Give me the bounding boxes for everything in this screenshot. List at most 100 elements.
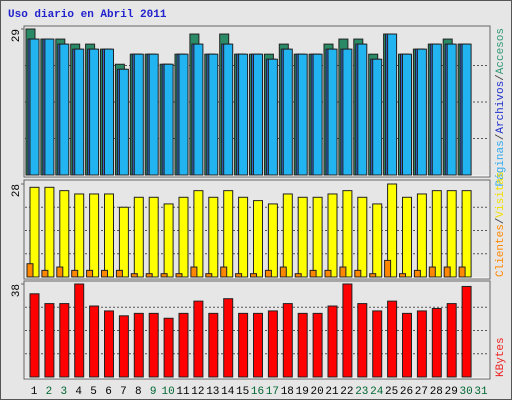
bar — [178, 312, 189, 378]
bar — [133, 53, 144, 176]
legend-entry: KBytes — [495, 337, 507, 377]
bar — [431, 307, 442, 378]
legend-separator: / — [495, 74, 507, 81]
y-tick-label: 29 — [11, 29, 23, 42]
x-tick-label: 18 — [281, 386, 294, 398]
bar — [208, 312, 219, 378]
bar — [190, 266, 198, 278]
x-tick-label: 4 — [75, 386, 82, 398]
bar — [282, 48, 293, 176]
bar — [297, 312, 308, 378]
bar — [115, 269, 123, 278]
bar — [238, 312, 249, 378]
y-tick-label: 38 — [11, 284, 23, 297]
bar — [413, 269, 421, 278]
bar — [29, 186, 40, 278]
bar — [354, 269, 362, 278]
bar — [118, 206, 129, 278]
bar — [238, 53, 249, 176]
x-tick-label: 28 — [430, 386, 443, 398]
bar — [56, 266, 64, 278]
bar — [223, 190, 234, 278]
bar — [29, 293, 40, 378]
bar — [238, 196, 249, 278]
bar — [282, 193, 293, 278]
bar — [402, 53, 412, 176]
x-tick-label: 1 — [31, 386, 38, 398]
legend: Páginas/Archivos/Accesos — [495, 28, 507, 186]
bar — [160, 273, 168, 278]
bar — [89, 48, 100, 176]
bar — [145, 273, 153, 278]
bar — [279, 266, 287, 278]
x-tick-label: 20 — [310, 386, 323, 398]
bar — [178, 53, 189, 176]
x-tick-label: 29 — [445, 386, 458, 398]
legend-entry: Páginas — [495, 140, 507, 186]
legend-entry: Visitas — [495, 171, 507, 217]
bar — [44, 38, 55, 176]
bar — [104, 193, 114, 278]
bar — [342, 190, 353, 278]
bar — [369, 273, 377, 278]
x-tick-label: 19 — [296, 386, 309, 398]
bar — [357, 196, 368, 278]
legend-separator: / — [495, 218, 507, 225]
bar — [327, 305, 338, 378]
bar — [101, 269, 108, 278]
bar — [267, 310, 278, 378]
x-tick-label: 26 — [400, 386, 413, 398]
bar — [74, 283, 85, 378]
x-tick-label: 8 — [135, 386, 142, 398]
bar — [339, 266, 347, 278]
bar — [74, 48, 85, 176]
y-tick-label: 28 — [11, 184, 23, 197]
x-tick-label: 6 — [105, 386, 112, 398]
bar — [223, 43, 234, 176]
bar — [387, 33, 398, 176]
bar — [133, 196, 144, 278]
legend-separator: / — [495, 134, 507, 141]
bar — [74, 193, 85, 278]
x-tick-label: 3 — [60, 386, 67, 398]
bar — [104, 48, 114, 176]
bar — [163, 63, 174, 176]
bar — [461, 285, 472, 378]
bar — [324, 269, 332, 278]
x-tick-label: 30 — [459, 386, 472, 398]
bar — [250, 273, 257, 278]
x-tick-label: 5 — [90, 386, 97, 398]
bar — [387, 300, 398, 378]
bar — [387, 183, 398, 278]
bar — [205, 273, 213, 278]
bar — [267, 58, 278, 176]
bar — [89, 305, 100, 378]
bar — [446, 190, 457, 278]
x-tick-label: 16 — [251, 386, 264, 398]
bar — [372, 310, 383, 378]
x-tick-label: 2 — [46, 386, 53, 398]
bar — [163, 203, 174, 278]
bar — [59, 190, 70, 278]
bar — [253, 312, 263, 378]
bar — [41, 269, 49, 278]
bar — [357, 303, 368, 378]
bar — [458, 266, 466, 278]
bar — [312, 53, 323, 176]
bar — [59, 43, 70, 176]
bar — [148, 53, 159, 176]
x-tick-label: 7 — [120, 386, 127, 398]
bar — [309, 269, 317, 278]
legend: KBytes — [495, 337, 507, 377]
bar — [59, 303, 70, 378]
bar — [402, 312, 412, 378]
bar — [461, 190, 472, 278]
bar — [193, 190, 204, 278]
bar — [44, 303, 55, 378]
bar — [29, 38, 40, 176]
bar — [267, 203, 278, 278]
bar — [342, 283, 353, 378]
bar — [312, 312, 323, 378]
bar — [104, 310, 114, 378]
